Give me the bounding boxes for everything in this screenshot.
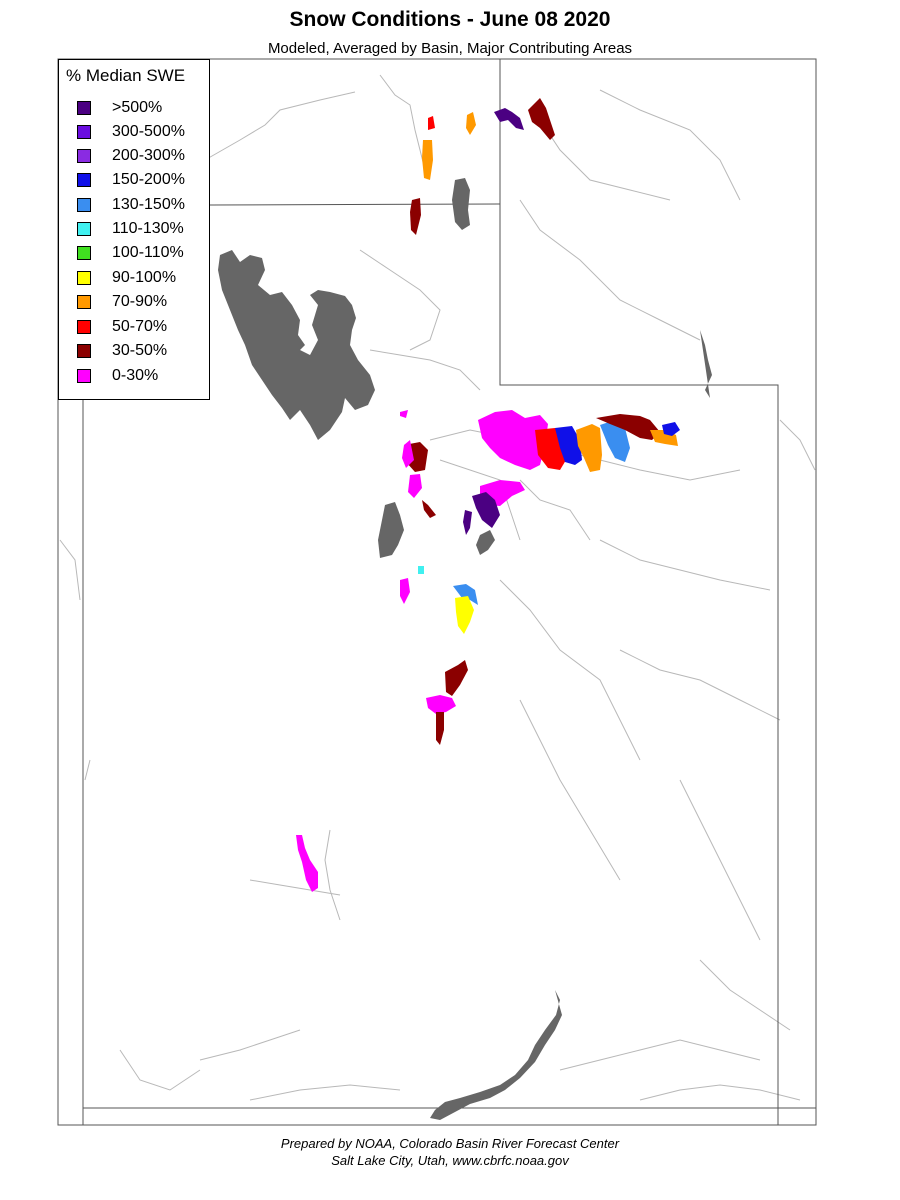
- legend-item: 0-30%: [77, 366, 207, 390]
- footer-credit: Prepared by NOAA, Colorado Basin River F…: [280, 1136, 620, 1151]
- legend-label: 200-300%: [112, 147, 185, 164]
- legend-swatch: [77, 101, 91, 115]
- map-title: Snow Conditions - June 08 2020: [289, 8, 611, 31]
- legend-item: >500%: [77, 98, 207, 122]
- legend-item: 90-100%: [77, 268, 207, 292]
- map-subtitle: Modeled, Averaged by Basin, Major Contri…: [267, 40, 633, 57]
- legend-swatch: [77, 198, 91, 212]
- legend-label: 70-90%: [112, 293, 168, 310]
- legend-label: 130-150%: [112, 196, 185, 213]
- legend-label: 0-30%: [112, 367, 159, 384]
- legend-label: 300-500%: [112, 123, 185, 140]
- legend-swatch: [77, 246, 91, 260]
- legend-item: 130-150%: [77, 195, 207, 219]
- legend-label: 90-100%: [112, 269, 177, 286]
- legend-item: 100-110%: [77, 243, 207, 267]
- legend-label: 110-130%: [112, 220, 184, 237]
- legend-item: 300-500%: [77, 122, 207, 146]
- lakes: [218, 178, 712, 1120]
- legend-swatch: [77, 271, 91, 285]
- legend-swatch: [77, 149, 91, 163]
- legend-swatch: [77, 222, 91, 236]
- legend-swatch: [77, 295, 91, 309]
- state-borders: [57, 58, 817, 1126]
- rivers: [59, 74, 816, 1101]
- footer-location: Salt Lake City, Utah, www.cbrfc.noaa.gov: [331, 1153, 569, 1168]
- legend-item: 50-70%: [77, 317, 207, 341]
- legend-label: 30-50%: [112, 342, 168, 359]
- legend-item: 70-90%: [77, 292, 207, 316]
- legend-label: 150-200%: [112, 171, 185, 188]
- legend-swatch: [77, 173, 91, 187]
- snow-areas: [296, 98, 680, 892]
- legend-label: 50-70%: [112, 318, 168, 335]
- legend-label: >500%: [112, 99, 163, 116]
- legend-swatch: [77, 125, 91, 139]
- legend-item: 30-50%: [77, 341, 207, 365]
- map-legend: % Median SWE >500% 300-500% 200-300% 150…: [58, 59, 210, 400]
- legend-swatch: [77, 344, 91, 358]
- legend-label: 100-110%: [112, 244, 184, 261]
- legend-swatch: [77, 320, 91, 334]
- legend-title: % Median SWE: [66, 66, 186, 85]
- legend-item: 110-130%: [77, 219, 207, 243]
- legend-item: 150-200%: [77, 170, 207, 194]
- legend-swatch: [77, 369, 91, 383]
- legend-item: 200-300%: [77, 146, 207, 170]
